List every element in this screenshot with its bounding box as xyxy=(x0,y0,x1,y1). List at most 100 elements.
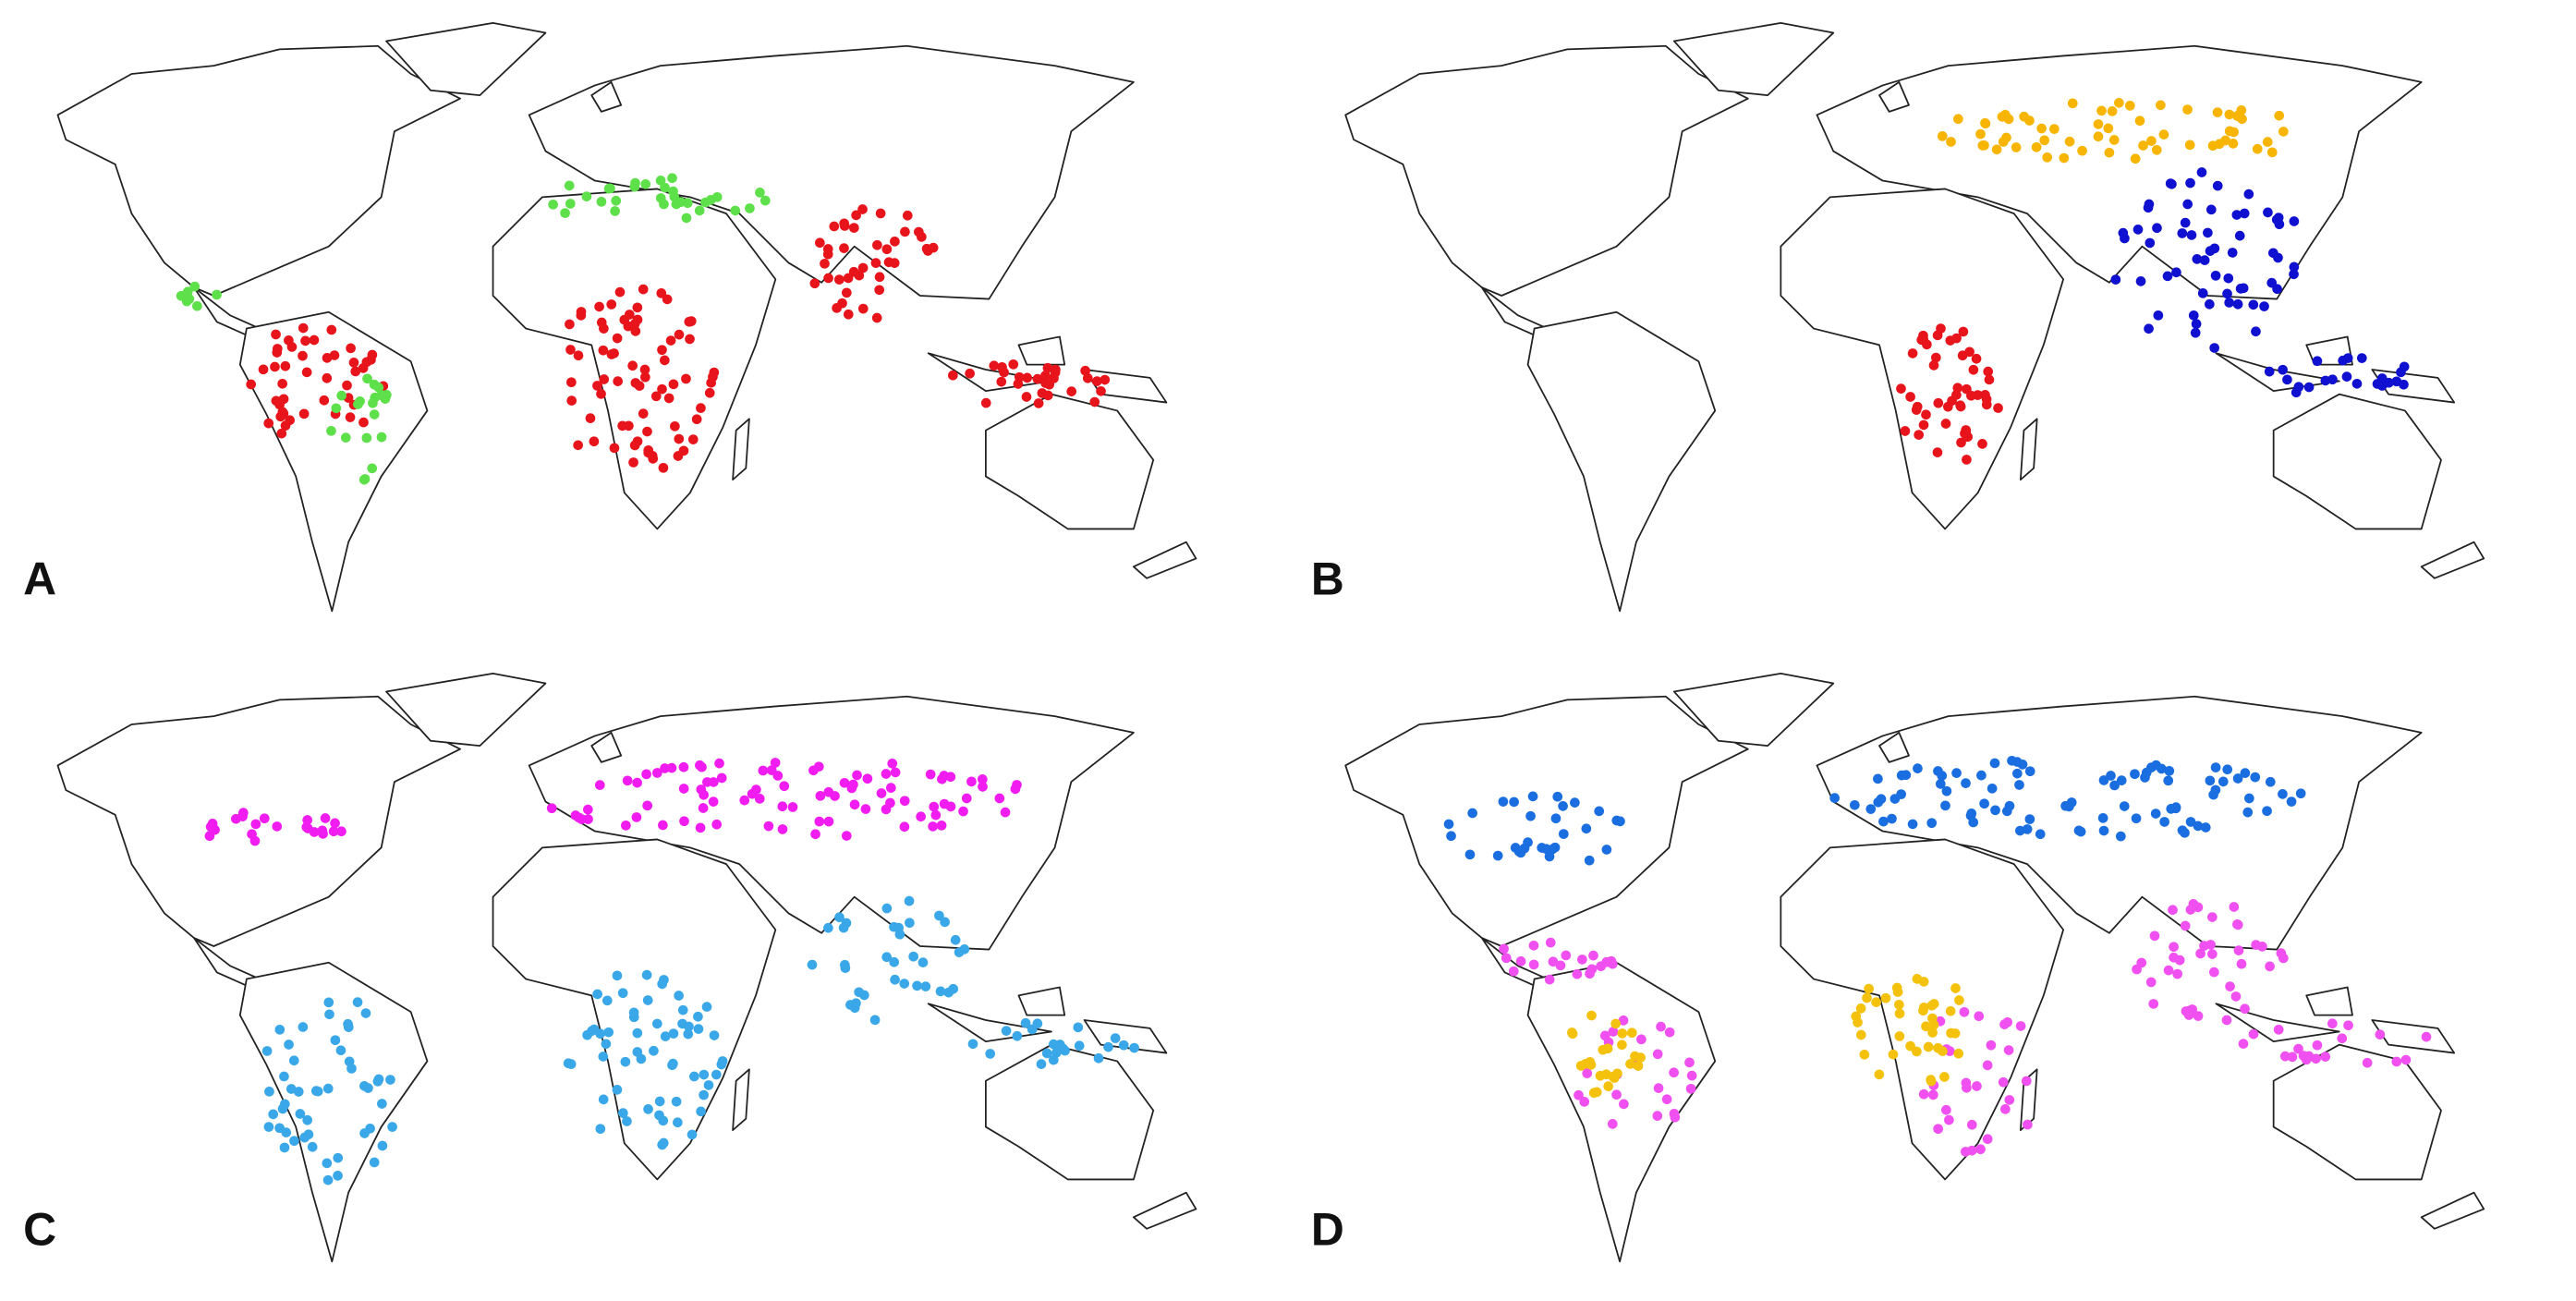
site-dot xyxy=(1990,805,2000,816)
site-dot xyxy=(1652,1111,1663,1121)
site-dot xyxy=(565,345,576,355)
site-dot xyxy=(2156,100,2166,111)
site-dot xyxy=(1499,943,1509,954)
site-dot xyxy=(848,223,859,233)
site-dot xyxy=(1928,360,1939,371)
site-dot xyxy=(687,1129,698,1140)
site-dot xyxy=(2341,371,2352,382)
site-dot xyxy=(876,788,887,798)
site-dot xyxy=(709,1030,720,1040)
site-dot xyxy=(382,390,392,400)
site-dot xyxy=(610,206,620,216)
site-dot xyxy=(1926,1000,1938,1011)
site-dot xyxy=(300,335,310,347)
site-dot xyxy=(2093,119,2104,129)
site-dot xyxy=(2114,97,2124,108)
site-dot xyxy=(849,799,860,810)
site-dot xyxy=(2287,1052,2298,1063)
site-dot xyxy=(299,1132,310,1143)
site-dot xyxy=(2146,136,2157,146)
site-dot xyxy=(643,1104,653,1114)
site-dot xyxy=(369,1157,380,1168)
site-dot xyxy=(1972,1081,1982,1091)
site-dot xyxy=(980,397,991,408)
site-dot xyxy=(284,1040,294,1050)
site-dot xyxy=(1619,1099,1629,1110)
site-dot xyxy=(328,826,339,837)
site-dot xyxy=(671,1096,682,1107)
site-dot xyxy=(1991,144,2002,155)
site-dot xyxy=(2138,140,2148,151)
site-dot xyxy=(2224,298,2234,308)
site-dot xyxy=(212,289,222,300)
site-dot xyxy=(630,177,640,188)
site-dot xyxy=(2021,1076,2032,1087)
site-dot xyxy=(703,1080,714,1090)
site-dot xyxy=(377,1140,388,1151)
site-dot xyxy=(566,395,577,406)
site-dot xyxy=(2165,178,2176,188)
site-dot xyxy=(665,335,676,346)
site-dot xyxy=(1066,386,1077,396)
site-dot xyxy=(598,1052,609,1062)
site-dot xyxy=(360,1008,371,1018)
site-dot xyxy=(609,443,620,454)
site-dot xyxy=(1981,399,1992,410)
site-dot xyxy=(699,1089,709,1100)
site-dot xyxy=(1966,1119,1977,1130)
site-dot xyxy=(1545,937,1556,948)
site-dot xyxy=(362,373,372,384)
site-dot xyxy=(1894,1031,1905,1041)
site-dot xyxy=(286,342,298,352)
site-dot xyxy=(674,329,685,340)
site-dot xyxy=(1958,326,1969,337)
site-dot xyxy=(2295,788,2306,798)
site-dot xyxy=(1446,831,1456,842)
site-dot xyxy=(1998,137,2009,147)
site-dot xyxy=(779,781,790,791)
site-dot xyxy=(658,462,669,473)
site-dot xyxy=(640,371,650,383)
site-dot xyxy=(1588,950,1598,961)
site-dot xyxy=(565,319,575,330)
site-dot xyxy=(1103,1041,1113,1052)
site-dot xyxy=(2177,228,2188,238)
site-dot xyxy=(2157,763,2167,774)
site-dot xyxy=(2230,991,2242,1002)
site-dot xyxy=(766,765,777,775)
site-dot xyxy=(1923,1041,1934,1052)
site-dot xyxy=(581,191,592,201)
site-dot xyxy=(1575,1061,1586,1071)
site-dot xyxy=(1928,1019,1939,1030)
site-dot xyxy=(654,1096,665,1107)
site-dot xyxy=(852,770,862,781)
site-dot xyxy=(1586,1010,1597,1021)
site-dot xyxy=(546,803,557,813)
site-dot xyxy=(2003,1045,2014,1055)
site-dot xyxy=(279,1142,290,1153)
site-dot xyxy=(1944,1114,1954,1125)
world-map xyxy=(56,673,1197,1263)
site-dot xyxy=(2237,114,2247,125)
site-dot xyxy=(1962,1082,1972,1093)
site-dot xyxy=(288,1055,299,1066)
site-dot xyxy=(2182,104,2193,115)
site-dot xyxy=(2384,377,2394,388)
site-dot xyxy=(739,795,750,806)
site-dot xyxy=(237,811,248,821)
site-dot xyxy=(2212,107,2223,117)
site-dot xyxy=(640,178,651,189)
site-dot xyxy=(322,372,333,383)
site-dot xyxy=(830,791,840,801)
site-dot xyxy=(2231,210,2242,220)
site-dot xyxy=(1939,1072,1950,1082)
site-dot xyxy=(2002,1016,2012,1027)
site-dot xyxy=(2286,796,2297,807)
site-dot xyxy=(258,364,269,375)
site-dot xyxy=(807,959,818,970)
site-dot xyxy=(2185,817,2196,827)
site-dot xyxy=(263,1122,274,1132)
site-dot xyxy=(2098,825,2109,836)
site-dot xyxy=(355,395,365,407)
site-dot xyxy=(2338,355,2349,366)
